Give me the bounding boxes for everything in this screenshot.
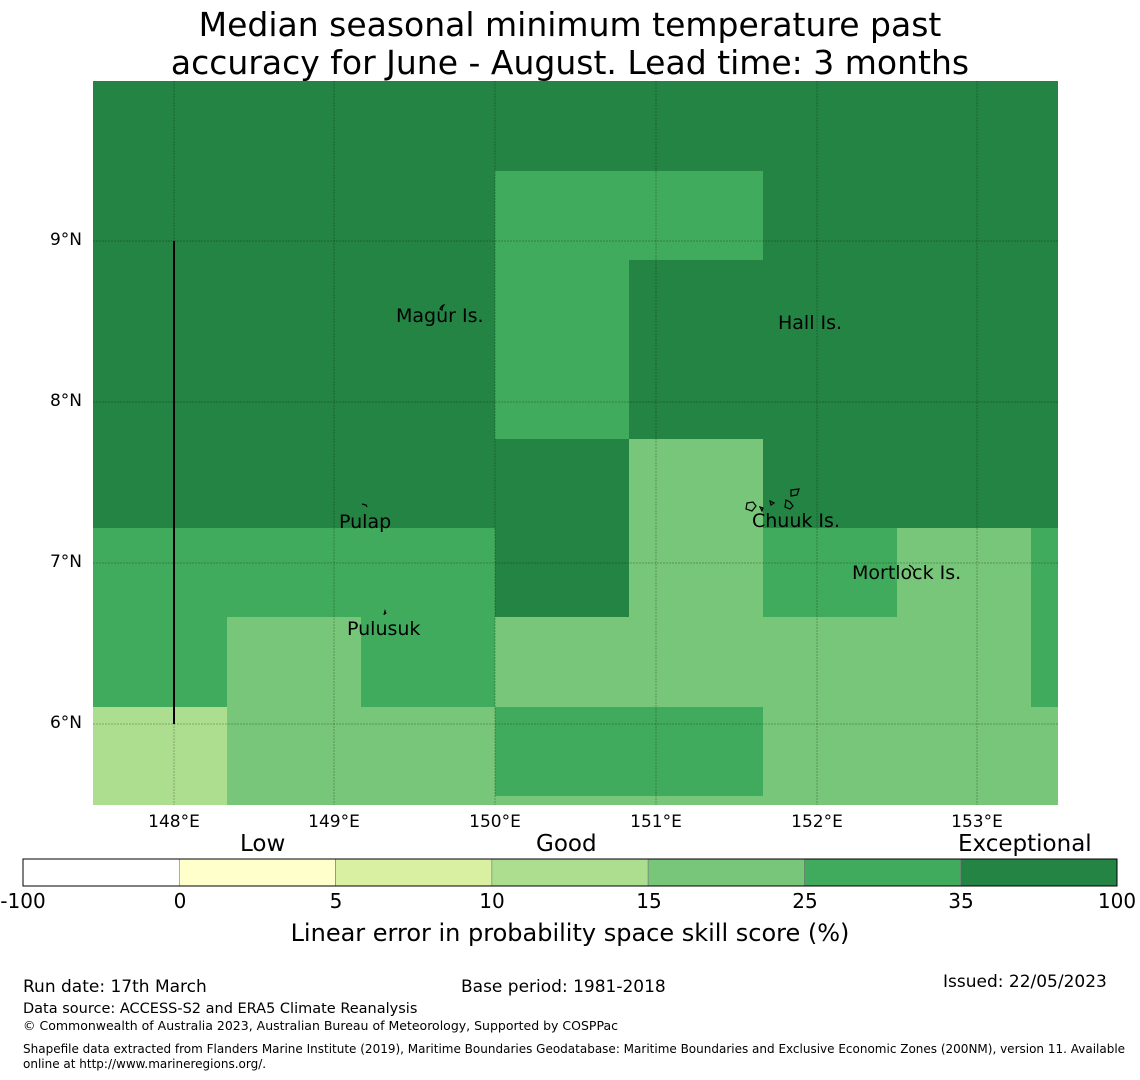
- grid-cell: [1031, 528, 1058, 707]
- colorbar-segment: [804, 858, 962, 887]
- base-period: Base period: 1981-2018: [461, 977, 666, 997]
- grid-cell: [763, 528, 897, 617]
- graticule: [93, 81, 1058, 805]
- colorbar-tick: 35: [948, 889, 974, 913]
- grid-cell: [227, 617, 361, 805]
- colorbar-segment: [178, 858, 336, 887]
- colorbar-tick: 10: [479, 889, 505, 913]
- lon-label-151: 151°E: [630, 812, 682, 832]
- chuuk-lagoon-outline: [745, 488, 800, 513]
- lon-label-152: 152°E: [791, 812, 843, 832]
- issued-date: Issued: 22/05/2023: [943, 972, 1107, 992]
- colorbar-tick: 100: [1097, 889, 1137, 913]
- title-line-2: accuracy for June - August. Lead time: 3…: [170, 43, 970, 82]
- place-label-mortlock: Mortlock Is.: [852, 562, 962, 584]
- data-source: Data source: ACCESS-S2 and ERA5 Climate …: [23, 1001, 418, 1017]
- colorbar-segment: [960, 858, 1118, 887]
- title-line-1: Median seasonal minimum temperature past: [198, 5, 942, 44]
- place-label-pulusuk: Pulusuk: [347, 618, 421, 640]
- place-label-pulap: Pulap: [339, 511, 392, 533]
- category-label-good: Good: [536, 831, 597, 857]
- category-label-low: Low: [240, 831, 286, 857]
- lon-label-148: 148°E: [148, 812, 200, 832]
- grid-cell: [495, 260, 629, 439]
- grid-cell: [629, 439, 763, 617]
- grid-cell: [495, 617, 763, 707]
- colorbar-tick: 0: [173, 889, 187, 913]
- colorbar-outline: [22, 858, 1118, 887]
- lat-label-9: 9°N: [49, 230, 82, 250]
- grid-cell: [495, 796, 763, 805]
- lon-label-153: 153°E: [951, 812, 1003, 832]
- grid-cell: [93, 528, 495, 617]
- place-label-magur: Magur Is.: [396, 305, 484, 327]
- colorbar-segment: [647, 858, 805, 887]
- pulusuk-island-outline: [383, 608, 387, 616]
- copyright: © Commonwealth of Australia 2023, Austra…: [23, 1018, 618, 1033]
- colorbar-segment: [22, 858, 180, 887]
- lat-label-8: 8°N: [49, 391, 82, 411]
- grid-cell: [93, 617, 227, 707]
- skill-grid: [93, 81, 1058, 805]
- colorbar-segment: [491, 858, 649, 887]
- colorbar: [22, 858, 1118, 887]
- grid-cell: [93, 707, 227, 805]
- mortlock-island-outline: [908, 564, 915, 571]
- grid-cell: [361, 617, 495, 707]
- grid-cell: [495, 171, 763, 260]
- grid-cell: [763, 617, 1058, 805]
- shapefile-credit-line-2: online at http://www.marineregions.org/.: [23, 1057, 267, 1071]
- colorbar-segment: [335, 858, 493, 887]
- colorbar-tick: 5: [329, 889, 343, 913]
- lat-label-6: 6°N: [49, 713, 82, 733]
- boundaries: [173, 241, 915, 724]
- shapefile-credit-line-1: Shapefile data extracted from Flanders M…: [23, 1042, 1126, 1056]
- colorbar-tick: 15: [636, 889, 662, 913]
- grid-cell: [361, 707, 495, 805]
- map-title: Median seasonal minimum temperature past…: [0, 6, 1140, 82]
- place-label-chuuk: Chuuk Is.: [752, 510, 840, 532]
- pulap-island-outline: [361, 503, 368, 508]
- lon-label-149: 149°E: [308, 812, 360, 832]
- colorbar-tick: 25: [792, 889, 818, 913]
- magur-island-outline: [439, 304, 446, 311]
- lat-label-7: 7°N: [49, 552, 82, 572]
- place-label-hall: Hall Is.: [778, 312, 843, 334]
- run-date: Run date: 17th March: [23, 977, 207, 997]
- category-label-exceptional: Exceptional: [958, 831, 1092, 857]
- colorbar-label: Linear error in probability space skill …: [290, 919, 850, 947]
- colorbar-tick: -100: [0, 889, 46, 913]
- grid-cell: [495, 707, 763, 796]
- grid-cell: [897, 528, 1031, 617]
- lon-label-150: 150°E: [469, 812, 521, 832]
